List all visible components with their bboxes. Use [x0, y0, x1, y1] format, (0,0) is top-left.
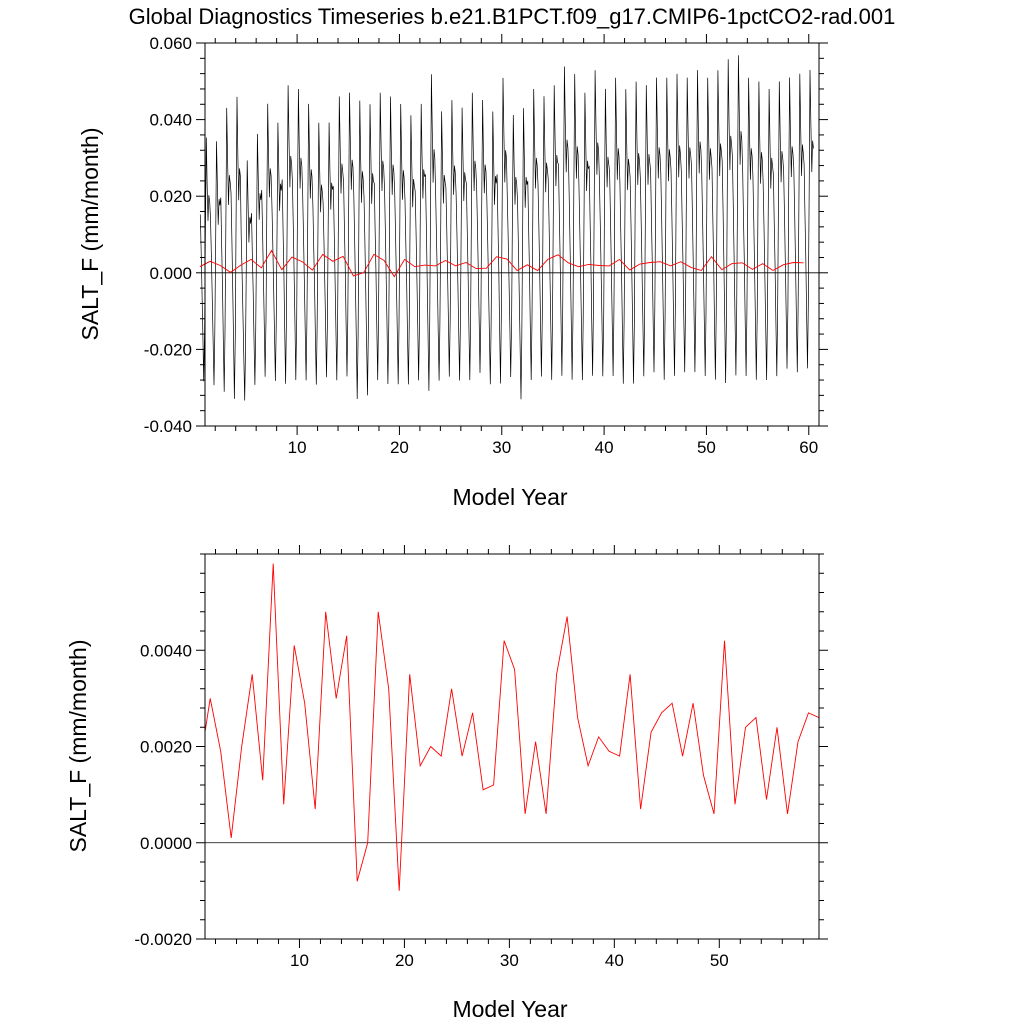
- bottom-y-axis-label: SALT_F (mm/month): [65, 640, 91, 853]
- bottom-x-tick-label: 10: [290, 951, 309, 970]
- bottom-x-tick-label: 50: [710, 951, 729, 970]
- annual-mean-series-line: [199, 249, 804, 278]
- top-x-tick-label: 30: [492, 438, 511, 457]
- bottom-x-tick-label: 30: [500, 951, 519, 970]
- top-panel: Model Year SALT_F (mm/month) 10 20 30 40 50 6…: [77, 34, 828, 510]
- bottom-x-tick-label: 20: [395, 951, 414, 970]
- bottom-y-tick-label: 0.0040: [140, 641, 192, 660]
- top-y-tick-label: 0.000: [149, 264, 192, 283]
- top-y-axis-label: SALT_F (mm/month): [77, 128, 103, 341]
- top-x-tick-label: 20: [390, 438, 409, 457]
- top-x-axis-label: Model Year: [452, 484, 567, 510]
- top-plot-frame: [204, 42, 820, 427]
- figure-title: Global Diagnostics Timeseries b.e21.B1PC…: [129, 4, 896, 29]
- bottom-y-tick-label: -0.0020: [134, 930, 192, 949]
- top-y-tick-label: 0.020: [149, 187, 192, 206]
- top-y-tick-label: -0.020: [144, 340, 192, 359]
- top-y-tick-label: 0.060: [149, 34, 192, 53]
- top-x-tick-label: 40: [595, 438, 614, 457]
- top-y-tick-label: 0.040: [149, 111, 192, 130]
- bottom-panel: Model Year SALT_F (mm/month) 10 20 30 40 50 -…: [65, 545, 828, 1022]
- top-y-tick-label: -0.040: [144, 417, 192, 436]
- monthly-series-line: [199, 55, 814, 401]
- bottom-plot-frame: [204, 553, 820, 940]
- top-x-tick-label: 50: [697, 438, 716, 457]
- annual-mean-line: [205, 563, 819, 891]
- top-x-tick-label: 60: [799, 438, 818, 457]
- bottom-y-tick-label: 0.0000: [140, 834, 192, 853]
- bottom-y-tick-label: 0.0020: [140, 738, 192, 757]
- top-x-tick-label: 10: [288, 438, 307, 457]
- bottom-x-tick-label: 40: [605, 951, 624, 970]
- bottom-x-axis-label: Model Year: [452, 996, 567, 1022]
